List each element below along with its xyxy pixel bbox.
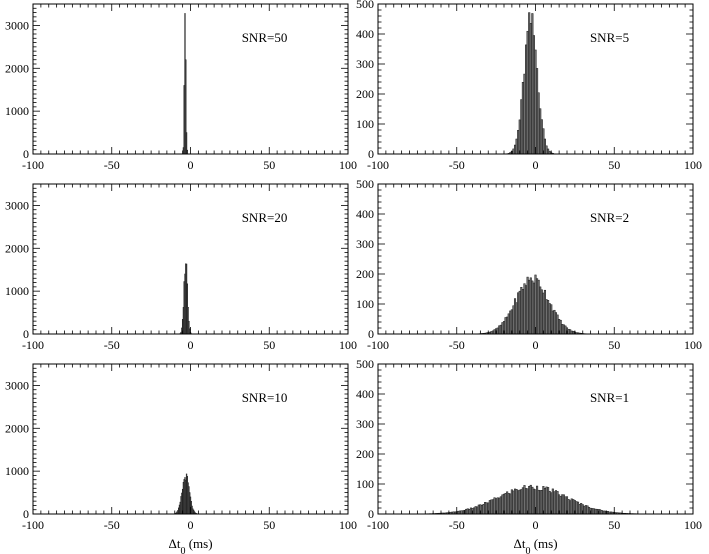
x-tick-label: 100: [684, 338, 702, 352]
y-tick-label: 1000: [5, 284, 29, 298]
x-tick-label: 50: [263, 338, 275, 352]
y-tick-label: 0: [23, 147, 29, 161]
x-tick-label: 50: [608, 518, 620, 532]
snr-label: SNR=5: [590, 30, 629, 45]
y-tick-label: 100: [356, 117, 374, 131]
x-tick-label: -100: [22, 158, 44, 172]
x-tick-label: 100: [339, 338, 357, 352]
x-tick-label: 0: [533, 158, 539, 172]
x-tick-label: 50: [263, 158, 275, 172]
x-tick-label: -50: [449, 338, 465, 352]
y-tick-label: 0: [368, 147, 374, 161]
panel-bottom-right: -100 -50 0 50 100 0 100 200 300 400 500 SNR=1 Δt0 (m…: [356, 357, 702, 554]
x-tick-label: 100: [684, 158, 702, 172]
x-axis-title: Δt0 (ms): [513, 536, 557, 554]
snr-label: SNR=10: [242, 390, 288, 405]
x-tick-label: -50: [104, 158, 120, 172]
x-tick-label: 0: [533, 338, 539, 352]
y-tick-label: 0: [23, 327, 29, 341]
x-tick-label: -50: [104, 338, 120, 352]
x-tick-label: 0: [188, 338, 194, 352]
snr-label: SNR=2: [590, 210, 629, 225]
y-tick-label: 0: [368, 507, 374, 521]
bars: [182, 13, 188, 155]
x-tick-label: -100: [367, 338, 389, 352]
bars: [502, 12, 559, 155]
y-tick-label: 500: [356, 357, 374, 371]
snr-label: SNR=1: [590, 390, 629, 405]
x-tick-label: -100: [367, 518, 389, 532]
y-tick-label: 500: [356, 177, 374, 191]
y-tick-label: 3000: [5, 18, 29, 32]
y-tick-label: 200: [356, 87, 374, 101]
y-tick-label: 1000: [5, 104, 29, 118]
y-tick-label: 100: [356, 477, 374, 491]
y-tick-label: 300: [356, 57, 374, 71]
bars: [170, 473, 201, 515]
x-tick-label: -50: [449, 158, 465, 172]
y-tick-label: 0: [368, 327, 374, 341]
x-tick-label: 100: [684, 518, 702, 532]
plot-frame: [32, 363, 349, 515]
panel-top-right: -100 -50 0 50 100 0 100 200 300 400 500 SNR=5: [356, 0, 702, 172]
x-tick-label: -100: [22, 518, 44, 532]
x-tick-label: 0: [188, 518, 194, 532]
histogram-bar: [186, 149, 188, 155]
bars: [177, 263, 196, 335]
plot-frame: [32, 3, 349, 155]
y-tick-label: 2000: [5, 61, 29, 75]
x-tick-label: 0: [533, 518, 539, 532]
x-tick-label: 50: [608, 158, 620, 172]
y-tick-label: 1000: [5, 464, 29, 478]
x-tick-label: 0: [188, 158, 194, 172]
y-tick-label: 100: [356, 297, 374, 311]
bars: [463, 274, 603, 335]
x-tick-label: 50: [263, 518, 275, 532]
x-tick-label: 100: [339, 158, 357, 172]
x-tick-label: -100: [367, 158, 389, 172]
x-tick-label: -100: [22, 338, 44, 352]
y-tick-label: 200: [356, 267, 374, 281]
x-tick-label: -50: [104, 518, 120, 532]
y-tick-label: 2000: [5, 241, 29, 255]
y-tick-label: 0: [23, 507, 29, 521]
y-tick-label: 500: [356, 0, 374, 11]
y-tick-label: 300: [356, 417, 374, 431]
y-tick-label: 400: [356, 207, 374, 221]
snr-label: SNR=50: [242, 30, 288, 45]
y-tick-label: 2000: [5, 421, 29, 435]
x-tick-label: 50: [608, 338, 620, 352]
y-tick-label: 400: [356, 387, 374, 401]
y-tick-label: 200: [356, 447, 374, 461]
plot-frame: [32, 183, 349, 335]
x-tick-label: -50: [449, 518, 465, 532]
y-tick-label: 300: [356, 237, 374, 251]
y-tick-label: 3000: [5, 198, 29, 212]
x-axis-title: Δt0 (ms): [168, 536, 212, 554]
bars: [408, 484, 655, 515]
y-tick-label: 3000: [5, 378, 29, 392]
panel-middle-right: -100 -50 0 50 100 0 100 200 300 400 500 SNR=2: [356, 177, 702, 352]
snr-label: SNR=20: [242, 210, 288, 225]
y-tick-label: 400: [356, 27, 374, 41]
x-tick-label: 100: [339, 518, 357, 532]
